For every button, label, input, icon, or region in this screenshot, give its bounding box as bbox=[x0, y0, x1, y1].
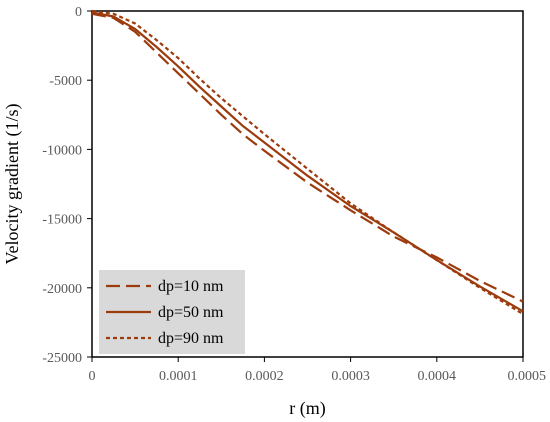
y-tick-label: 0 bbox=[75, 5, 82, 20]
y-tick-label: -10000 bbox=[42, 143, 82, 158]
y-tick-label: -15000 bbox=[42, 213, 82, 228]
legend-label: dp=50 nm bbox=[158, 304, 224, 321]
x-tick-label: 0.0004 bbox=[418, 369, 457, 384]
legend-label: dp=10 nm bbox=[158, 278, 224, 295]
series-line bbox=[91, 11, 524, 313]
series-layer bbox=[91, 9, 524, 316]
ticks-layer: 0 -5000 -10000 -15000 -20000 -25000 0 0.0001 0.0… bbox=[42, 5, 546, 384]
x-tick-label: 0.0002 bbox=[245, 369, 284, 384]
x-tick-label: 0.0001 bbox=[159, 369, 198, 384]
x-tick-label: 0.0005 bbox=[508, 369, 547, 384]
y-tick-label: -5000 bbox=[49, 74, 82, 89]
legend-label: dp=90 nm bbox=[158, 330, 224, 347]
y-tick-label: -20000 bbox=[42, 282, 82, 297]
x-tick-label: 0 bbox=[89, 369, 96, 384]
x-axis-label: r (m) bbox=[289, 398, 325, 419]
legend: dp=10 nm dp=50 nm dp=90 nm bbox=[99, 270, 245, 354]
y-tick-label: -25000 bbox=[42, 351, 82, 366]
x-tick-label: 0.0003 bbox=[331, 369, 370, 384]
y-axis-label: Velocity gradient (1/s) bbox=[2, 104, 23, 265]
